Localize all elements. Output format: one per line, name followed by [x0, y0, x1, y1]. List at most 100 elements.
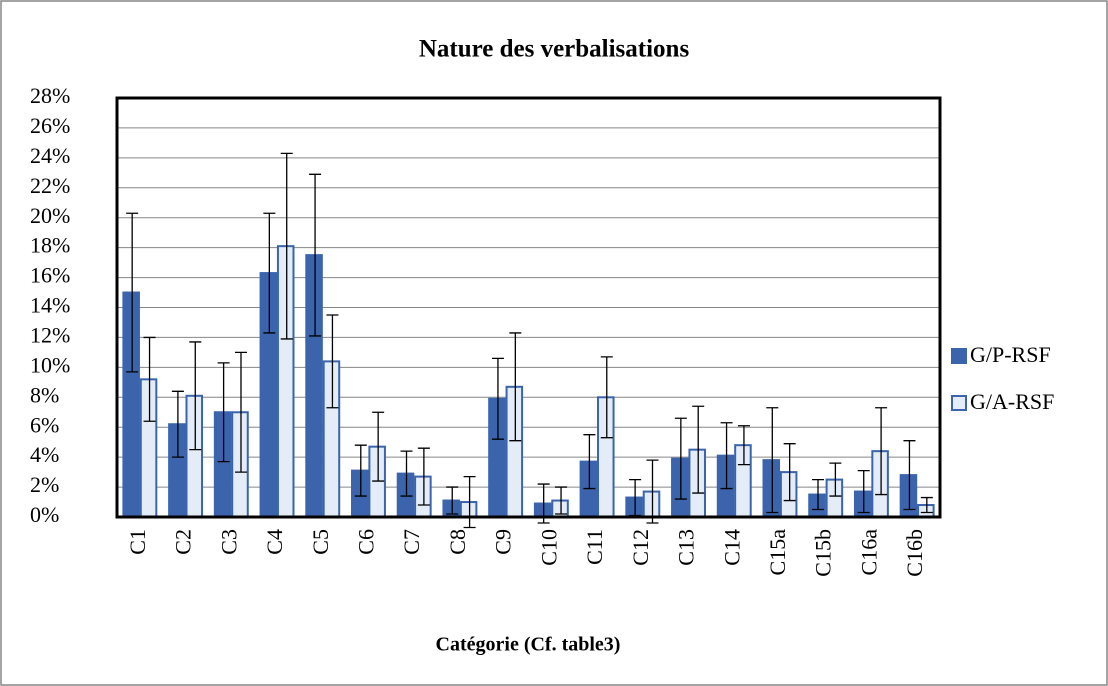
x-tick-label: C13	[674, 529, 699, 566]
error-bar	[674, 417, 687, 500]
error-bar	[737, 425, 750, 466]
error-bar	[463, 475, 476, 529]
x-tick-label: C16a	[856, 529, 881, 576]
error-bar	[126, 212, 139, 373]
bar	[762, 459, 781, 518]
error-bar	[372, 411, 385, 482]
bar	[168, 423, 186, 519]
error-bar	[491, 357, 504, 440]
x-tick-label: C15b	[811, 529, 836, 577]
legend-label: G/A-RSF	[970, 389, 1054, 414]
y-tick-label: 12%	[30, 322, 70, 347]
bar	[414, 475, 432, 519]
bar	[213, 411, 232, 518]
error-bar	[234, 351, 247, 473]
bar	[734, 444, 752, 518]
error-bar	[217, 362, 230, 463]
bar	[596, 396, 615, 518]
error-bar	[875, 407, 888, 496]
error-bar	[857, 469, 870, 514]
y-tick-label: 24%	[30, 143, 70, 168]
bar	[276, 245, 295, 518]
error-bar	[920, 496, 933, 514]
y-tick-label: 8%	[30, 382, 59, 407]
error-bar	[766, 407, 779, 514]
bar	[853, 490, 872, 518]
x-tick-label: C12	[628, 529, 653, 566]
legend-swatch	[951, 395, 967, 411]
y-tick-label: 2%	[30, 472, 59, 497]
y-tick-label: 16%	[30, 263, 70, 288]
error-bar	[583, 434, 596, 490]
error-bar	[509, 332, 522, 442]
error-bar	[720, 422, 733, 490]
bar	[488, 397, 506, 518]
legend-swatch	[951, 348, 967, 364]
y-tick-label: 28%	[30, 83, 70, 108]
y-tick-label: 22%	[30, 173, 70, 198]
x-tick-label: C1	[125, 529, 150, 555]
y-tick-label: 10%	[30, 352, 70, 377]
x-tick-label: C7	[399, 529, 424, 555]
x-tick-label: C14	[719, 529, 744, 566]
error-bar	[692, 405, 705, 494]
x-tick-label: C4	[262, 529, 287, 555]
error-bar	[555, 486, 568, 515]
bar	[917, 504, 935, 518]
error-bar	[326, 314, 339, 409]
x-axis-title: Catégorie (Cf. table3)	[436, 634, 621, 656]
x-tick-label: C9	[491, 529, 516, 555]
error-bar	[354, 444, 367, 497]
bar	[716, 454, 735, 518]
bar	[259, 272, 278, 519]
bar	[825, 478, 844, 519]
y-tick-label: 4%	[30, 442, 59, 467]
error-bar	[263, 212, 276, 334]
x-tick-label: C3	[216, 529, 241, 555]
error-bar	[812, 478, 825, 511]
y-tick-label: 20%	[30, 203, 70, 228]
bar	[642, 490, 661, 518]
error-bar	[143, 336, 156, 422]
y-tick-label: 14%	[30, 293, 70, 318]
x-tick-label: C10	[536, 529, 561, 566]
bar	[459, 501, 478, 518]
x-tick-label: C6	[354, 529, 379, 555]
bar	[396, 472, 415, 519]
error-bar	[446, 486, 459, 515]
bar	[899, 474, 918, 519]
bar	[505, 385, 524, 518]
x-tick-label: C8	[445, 529, 470, 555]
bar	[779, 471, 798, 519]
bar	[351, 469, 369, 519]
bar	[322, 360, 341, 518]
bar	[808, 493, 826, 518]
bar	[305, 254, 323, 518]
y-tick-label: 6%	[30, 412, 59, 437]
bar	[671, 457, 689, 518]
error-bar	[829, 462, 842, 497]
y-tick-label: 18%	[30, 233, 70, 258]
bar	[368, 445, 386, 518]
bar	[533, 502, 552, 518]
error-bar	[309, 173, 322, 337]
bar	[579, 460, 598, 518]
x-tick-label: C15a	[765, 529, 790, 576]
error-bar	[400, 450, 413, 497]
bar	[185, 394, 204, 518]
plot-border	[115, 96, 942, 519]
error-bar	[280, 152, 293, 340]
error-bar	[600, 356, 613, 439]
x-tick-label: C16b	[902, 529, 927, 577]
bar	[625, 496, 643, 518]
bar	[122, 291, 140, 518]
error-bar	[417, 447, 430, 506]
bar	[688, 448, 706, 518]
y-tick-label: 0%	[30, 502, 59, 527]
bar	[139, 378, 158, 519]
x-tick-label: C11	[582, 529, 607, 565]
bar	[871, 450, 889, 518]
bar	[231, 411, 249, 518]
